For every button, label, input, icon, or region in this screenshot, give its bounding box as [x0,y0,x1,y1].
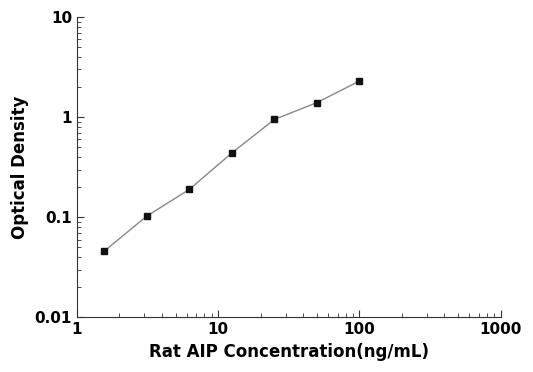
Y-axis label: Optical Density: Optical Density [11,96,29,239]
X-axis label: Rat AIP Concentration(ng/mL): Rat AIP Concentration(ng/mL) [149,343,429,361]
